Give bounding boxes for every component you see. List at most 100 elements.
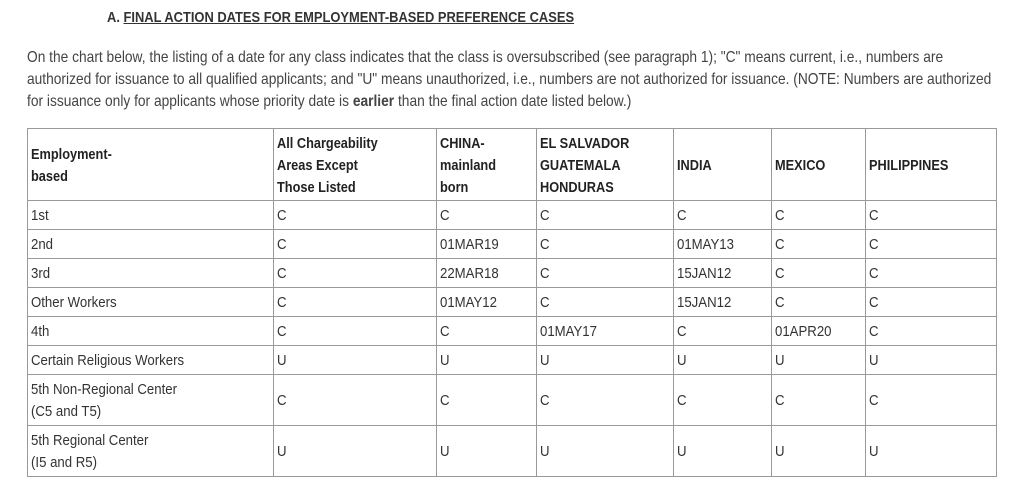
column-header-text: CHINA-mainland born <box>440 133 496 199</box>
table-cell-mexico: C <box>771 258 866 288</box>
table-cell-all-chargeability: C <box>273 258 437 288</box>
table-row: Other Workers C 01MAY12 C 15JAN12 C C <box>27 287 997 317</box>
cell-value: C <box>869 265 879 282</box>
column-header-china: CHINA-mainland born <box>436 128 537 201</box>
table-cell-el-salvador-guatemala-honduras: C <box>536 258 674 288</box>
table-row: 4th C C 01MAY17 C 01APR20 C <box>27 316 997 346</box>
cell-value: C <box>677 323 687 340</box>
column-header-text: PHILIPPINES <box>869 155 948 177</box>
column-header-line: EL SALVADOR <box>540 135 630 152</box>
table-cell-all-chargeability: C <box>273 316 437 346</box>
table-cell-india: 15JAN12 <box>673 258 772 288</box>
cell-value: C <box>277 392 287 409</box>
table-header-row: Employment-based All Chargeability Areas E… <box>27 128 997 201</box>
row-label: 5th Regional Center (I5 and R5) <box>27 425 274 477</box>
table-cell-el-salvador-guatemala-honduras: C <box>536 287 674 317</box>
cell-value: C <box>440 392 450 409</box>
column-header-line: CHINA- <box>440 135 485 152</box>
table-cell-india: C <box>673 200 772 230</box>
cell-value: U <box>677 352 687 369</box>
table-cell-el-salvador-guatemala-honduras: C <box>536 229 674 259</box>
section-letter: A. <box>107 9 124 26</box>
cell-value: U <box>677 443 687 460</box>
column-header-text: EL SALVADOR GUATEMALA HONDURAS <box>540 133 629 199</box>
cell-value: C <box>869 323 879 340</box>
row-label: Other Workers <box>27 287 274 317</box>
cell-value: C <box>775 236 785 253</box>
cell-value: C <box>277 323 287 340</box>
table-cell-india: 01MAY13 <box>673 229 772 259</box>
cell-value: C <box>540 265 550 282</box>
table-cell-all-chargeability: U <box>273 425 437 477</box>
cell-value: C <box>540 294 550 311</box>
cell-value: 22MAR18 <box>440 265 499 282</box>
table-cell-el-salvador-guatemala-honduras: C <box>536 374 674 426</box>
cell-value: C <box>277 207 287 224</box>
column-header-line: All Chargeability <box>277 135 378 152</box>
table-cell-philippines: C <box>865 287 997 317</box>
column-header-line: GUATEMALA <box>540 157 621 174</box>
table-cell-all-chargeability: C <box>273 229 437 259</box>
table-cell-china: 22MAR18 <box>436 258 537 288</box>
table-cell-china: C <box>436 374 537 426</box>
cell-value: C <box>440 323 450 340</box>
cell-value: C <box>277 265 287 282</box>
table-cell-all-chargeability: C <box>273 200 437 230</box>
row-label-line: (I5 and R5) <box>31 454 98 471</box>
table-cell-mexico: C <box>771 229 866 259</box>
table-cell-china: C <box>436 200 537 230</box>
cell-value: C <box>440 207 450 224</box>
section-title: FINAL ACTION DATES FOR EMPLOYMENT-BASED … <box>123 9 575 26</box>
table-row: 1st C C C C C C <box>27 200 997 230</box>
table-cell-china: 01MAR19 <box>436 229 537 259</box>
table-cell-el-salvador-guatemala-honduras: U <box>536 425 674 477</box>
cell-value: 01MAY13 <box>677 236 734 253</box>
column-header-line: Those Listed <box>277 179 356 196</box>
table-cell-philippines: C <box>865 229 997 259</box>
table-cell-china: U <box>436 345 537 375</box>
cell-value: C <box>540 392 550 409</box>
column-header-employment-based: Employment-based <box>27 128 274 201</box>
column-header-line: born <box>440 179 469 196</box>
cell-value: U <box>540 352 550 369</box>
table-cell-el-salvador-guatemala-honduras: C <box>536 200 674 230</box>
table-cell-china: U <box>436 425 537 477</box>
table-row: 3rd C 22MAR18 C 15JAN12 C C <box>27 258 997 288</box>
row-label-text: 2nd <box>31 234 53 256</box>
cell-value: C <box>775 265 785 282</box>
cell-value: U <box>869 443 879 460</box>
table-cell-mexico: C <box>771 200 866 230</box>
table-cell-philippines: U <box>865 345 997 375</box>
table-cell-india: C <box>673 374 772 426</box>
cell-value: C <box>677 392 687 409</box>
column-header-all-chargeability: All Chargeability Areas Except Those Liste… <box>273 128 437 201</box>
column-header-line: HONDURAS <box>540 179 614 196</box>
column-header-line: Areas Except <box>277 157 358 174</box>
column-header-philippines: PHILIPPINES <box>865 128 997 201</box>
column-header-line: PHILIPPINES <box>869 157 949 174</box>
row-label: 1st <box>27 200 274 230</box>
cell-value: C <box>869 236 879 253</box>
table-cell-china: 01MAY12 <box>436 287 537 317</box>
row-label-line: 3rd <box>31 265 51 282</box>
column-header-line: INDIA <box>677 157 712 174</box>
column-header-text: All Chargeability Areas Except Those Liste… <box>277 133 378 199</box>
column-header-text: INDIA <box>677 155 712 177</box>
cell-value: C <box>869 207 879 224</box>
table-row: Certain Religious Workers U U U U U U <box>27 345 997 375</box>
column-header-mexico: MEXICO <box>771 128 866 201</box>
cell-value: 01APR20 <box>775 323 832 340</box>
table-cell-el-salvador-guatemala-honduras: U <box>536 345 674 375</box>
row-label: 5th Non-Regional Center (C5 and T5) <box>27 374 274 426</box>
row-label-line: 5th Regional Center <box>31 432 149 449</box>
column-header-line: Employment- <box>31 146 112 163</box>
cell-value: U <box>277 443 287 460</box>
cell-value: C <box>869 294 879 311</box>
cell-value: C <box>775 392 785 409</box>
row-label: 2nd <box>27 229 274 259</box>
row-label-line: 4th <box>31 323 50 340</box>
table-cell-india: 15JAN12 <box>673 287 772 317</box>
cell-value: C <box>277 236 287 253</box>
intro-bold-word: earlier <box>352 93 395 110</box>
row-label-line: Certain Religious Workers <box>31 352 185 369</box>
